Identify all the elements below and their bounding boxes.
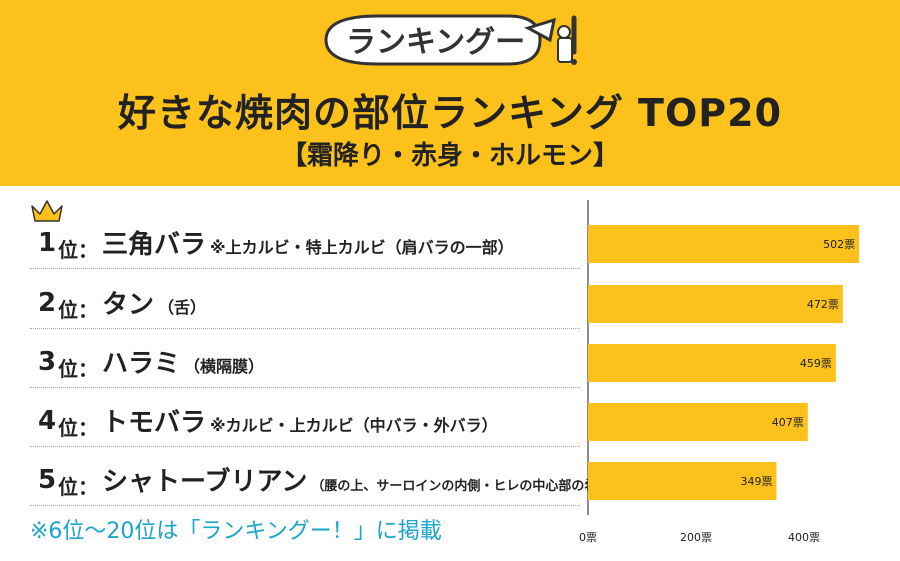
bar-value-label: 502票 xyxy=(823,238,855,251)
page-title: 好きな焼肉の部位ランキング TOP20 xyxy=(117,91,783,135)
rank-row-3: 3 位： ハラミ （横隔膜） xyxy=(30,343,582,388)
divider xyxy=(30,446,580,447)
rank-suffix: 位： xyxy=(58,475,98,499)
rank-name: ハラミ xyxy=(102,349,181,379)
divider xyxy=(30,328,580,329)
rank-note: （腰の上、サーロインの内側・ヒレの中心部の希少部位） xyxy=(311,479,650,494)
rank-suffix: 位： xyxy=(58,416,98,440)
bar-value-label: 407票 xyxy=(772,416,804,429)
rank-number: 5 xyxy=(38,465,57,495)
divider xyxy=(30,505,580,506)
bar-value-label: 349票 xyxy=(740,475,772,488)
x-tick-label: 400票 xyxy=(788,531,820,544)
bar-4 xyxy=(588,403,808,441)
rank-number: 2 xyxy=(38,288,57,318)
page-subtitle: 【霜降り・赤身・ホルモン】 xyxy=(280,141,619,171)
rank-number: 3 xyxy=(38,347,57,377)
footnote: ※6位〜20位は「ランキングー！」に掲載 xyxy=(30,519,442,544)
rank-row-1: 1 位： 三角バラ ※上カルビ・特上カルビ（肩バラの一部） xyxy=(30,224,582,269)
rank-name: トモバラ xyxy=(102,408,207,438)
x-tick-label: 200票 xyxy=(680,531,712,544)
rank-name: 三角バラ xyxy=(102,230,207,260)
rank-name: タン xyxy=(102,290,155,320)
logo-icon: ランキングー xyxy=(324,14,577,66)
rank-row-5: 5 位： シャトーブリアン （腰の上、サーロインの内側・ヒレの中心部の希少部位） xyxy=(30,461,649,506)
rank-row-2: 2 位： タン （舌） xyxy=(30,284,582,329)
rank-number: 4 xyxy=(38,406,57,436)
rank-note: （舌） xyxy=(158,298,207,317)
divider xyxy=(30,268,580,269)
rank-row-4: 4 位： トモバラ ※カルビ・上カルビ（中バラ・外バラ） xyxy=(30,402,582,447)
rank-suffix: 位： xyxy=(58,298,98,322)
crown-icon xyxy=(31,200,63,222)
rank-note: ※カルビ・上カルビ（中バラ・外バラ） xyxy=(210,416,498,435)
bar-1 xyxy=(588,225,860,263)
rank-name: シャトーブリアン xyxy=(102,467,308,497)
bar-value-label: 459票 xyxy=(800,357,832,370)
rank-number: 1 xyxy=(38,228,57,258)
svg-text:ランキングー: ランキングー xyxy=(346,25,525,60)
rank-suffix: 位： xyxy=(58,238,98,262)
bar-3 xyxy=(588,344,836,382)
bar-2 xyxy=(588,285,843,323)
rank-note: ※上カルビ・特上カルビ（肩バラの一部） xyxy=(210,238,514,257)
rank-note: （横隔膜） xyxy=(184,357,265,376)
bar-value-label: 472票 xyxy=(807,298,839,311)
divider xyxy=(30,387,580,388)
rank-suffix: 位： xyxy=(58,357,98,381)
header-banner: ランキングー 好きな焼肉の部位ランキング TOP20 【霜降り・赤身・ホルモン】 xyxy=(0,0,900,186)
x-tick-label: 0票 xyxy=(579,531,597,544)
